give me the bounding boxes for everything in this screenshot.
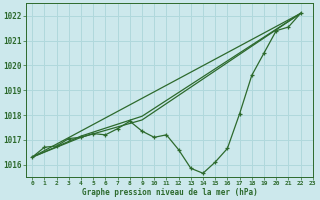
X-axis label: Graphe pression niveau de la mer (hPa): Graphe pression niveau de la mer (hPa) [82, 188, 257, 197]
